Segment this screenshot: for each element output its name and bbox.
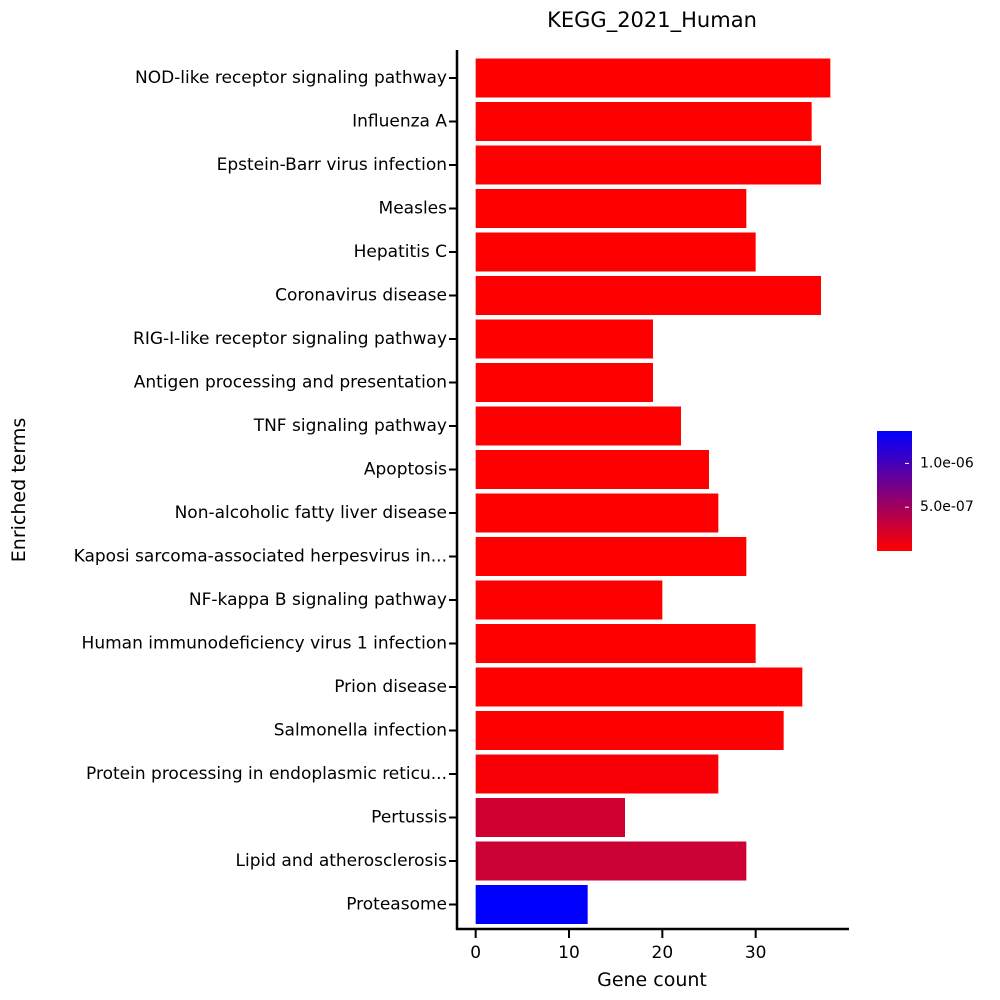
- category-label: Protein processing in endoplasmic reticu…: [86, 764, 447, 784]
- colorbar-gradient: [877, 431, 912, 551]
- bar: [475, 145, 821, 185]
- category-label: TNF signaling pathway: [253, 416, 447, 436]
- bar: [475, 406, 681, 446]
- bar: [475, 667, 803, 707]
- bar: [475, 450, 709, 489]
- bar: [475, 711, 784, 750]
- bars-group: [475, 58, 831, 924]
- category-labels: NOD-like receptor signaling pathway Influ…: [74, 68, 457, 915]
- bar: [475, 754, 719, 794]
- x-axis-title: Gene count: [597, 969, 707, 991]
- category-label: Lipid and atherosclerosis: [236, 851, 448, 871]
- category-label: Epstein-Barr virus infection: [217, 155, 447, 175]
- category-label: Human immunodeficiency virus 1 infection: [82, 634, 447, 654]
- category-label: Prion disease: [334, 677, 447, 697]
- bar: [475, 276, 821, 315]
- category-label: RIG-I-like receptor signaling pathway: [133, 329, 447, 349]
- bar: [475, 580, 663, 620]
- colorbar-ticks: 5.0e-07 1.0e-06: [905, 455, 974, 515]
- x-tick-label: 20: [652, 943, 674, 963]
- category-label: Kaposi sarcoma-associated herpesvirus in…: [74, 547, 447, 567]
- category-label: Proteasome: [346, 895, 447, 915]
- bar: [475, 798, 625, 837]
- category-label: Pertussis: [371, 808, 447, 828]
- category-label: Influenza A: [352, 112, 447, 132]
- bar: [475, 232, 756, 272]
- bar: [475, 363, 653, 402]
- category-label: Hepatitis C: [354, 242, 447, 262]
- x-ticks: 0 10 20 30: [470, 930, 766, 963]
- category-label: NF-kappa B signaling pathway: [189, 590, 447, 610]
- bar: [475, 537, 747, 576]
- chart-title: KEGG_2021_Human: [547, 8, 757, 33]
- bar: [475, 58, 831, 98]
- category-label: Measles: [379, 199, 448, 219]
- colorbar: 5.0e-07 1.0e-06: [877, 431, 974, 551]
- bar: [475, 885, 588, 924]
- bar: [475, 841, 747, 881]
- x-tick-label: 10: [558, 943, 580, 963]
- category-label: NOD-like receptor signaling pathway: [135, 68, 447, 88]
- category-label: Antigen processing and presentation: [134, 373, 447, 393]
- bar: [475, 624, 756, 663]
- category-label: Non-alcoholic fatty liver disease: [175, 503, 447, 523]
- bar: [475, 319, 653, 359]
- category-label: Apoptosis: [364, 460, 447, 480]
- category-label: Coronavirus disease: [275, 286, 447, 306]
- bar: [475, 102, 812, 141]
- bar: [475, 189, 747, 228]
- x-tick-label: 0: [470, 943, 481, 963]
- colorbar-tick-label: 1.0e-06: [920, 455, 974, 471]
- bar: [475, 493, 719, 533]
- category-label: Salmonella infection: [274, 721, 447, 741]
- x-tick-label: 30: [745, 943, 767, 963]
- colorbar-tick-label: 5.0e-07: [920, 499, 974, 515]
- y-axis-title: Enriched terms: [8, 418, 30, 562]
